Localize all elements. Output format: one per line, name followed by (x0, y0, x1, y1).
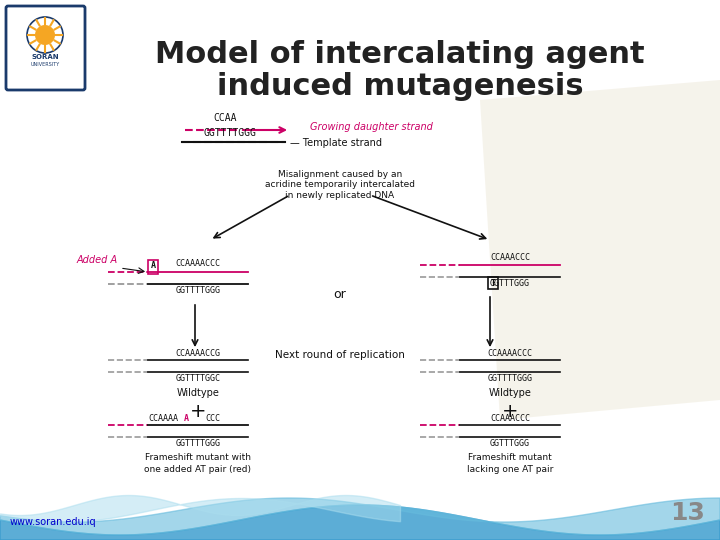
Text: CCAAACCC: CCAAACCC (490, 253, 530, 262)
Text: GGTTTTGGG: GGTTTTGGG (204, 128, 256, 138)
Text: +: + (190, 402, 206, 421)
Text: Growing daughter strand: Growing daughter strand (310, 122, 433, 132)
Text: Misalignment caused by an
acridine temporarily intercalated
in newly replicated : Misalignment caused by an acridine tempo… (265, 170, 415, 200)
FancyBboxPatch shape (6, 6, 85, 90)
Text: CCAAAACCG: CCAAAACCG (176, 349, 220, 358)
Text: GGTTTTGGG: GGTTTTGGG (176, 439, 220, 448)
Text: induced mutagenesis: induced mutagenesis (217, 72, 583, 101)
Text: or: or (333, 288, 346, 301)
Bar (488, 277, 498, 289)
Text: www.soran.edu.iq: www.soran.edu.iq (10, 517, 96, 527)
Text: 13: 13 (670, 501, 705, 525)
Text: GGTTTTGGG: GGTTTTGGG (176, 286, 220, 295)
Text: CCC: CCC (205, 414, 220, 423)
Text: Added A: Added A (77, 255, 118, 265)
Text: CCAAACCC: CCAAACCC (490, 414, 530, 423)
Text: +: + (502, 402, 518, 421)
Text: Model of intercalating agent: Model of intercalating agent (156, 40, 645, 69)
Text: one added AT pair (red): one added AT pair (red) (145, 465, 251, 474)
Text: lacking one AT pair: lacking one AT pair (467, 465, 553, 474)
Text: CCAAAACCC: CCAAAACCC (487, 349, 533, 358)
Text: A: A (184, 414, 189, 423)
Circle shape (27, 17, 63, 53)
Text: Next round of replication: Next round of replication (275, 350, 405, 360)
Polygon shape (480, 80, 720, 420)
Text: T: T (490, 279, 495, 287)
Text: Frameshift mutant with: Frameshift mutant with (145, 453, 251, 462)
Circle shape (35, 25, 55, 45)
Bar (148, 260, 158, 274)
Text: SORAN: SORAN (31, 54, 59, 60)
Text: Frameshift mutant: Frameshift mutant (468, 453, 552, 462)
Text: CCAAAA: CCAAAA (148, 414, 178, 423)
Text: GGTTTTGGC: GGTTTTGGC (176, 374, 220, 383)
Text: — Template strand: — Template strand (290, 138, 382, 148)
Text: GGTTTGGG: GGTTTGGG (490, 439, 530, 448)
Text: Wildtype: Wildtype (176, 388, 220, 398)
Text: CCAA: CCAA (213, 113, 237, 123)
Text: Wildtype: Wildtype (489, 388, 531, 398)
Text: UNIVERSITY: UNIVERSITY (30, 63, 60, 68)
Text: CCAAAACCC: CCAAAACCC (176, 259, 220, 268)
Text: A: A (150, 261, 156, 271)
Text: GGTTTGGG: GGTTTGGG (490, 279, 530, 288)
Text: GGTTTTGGG: GGTTTTGGG (487, 374, 533, 383)
